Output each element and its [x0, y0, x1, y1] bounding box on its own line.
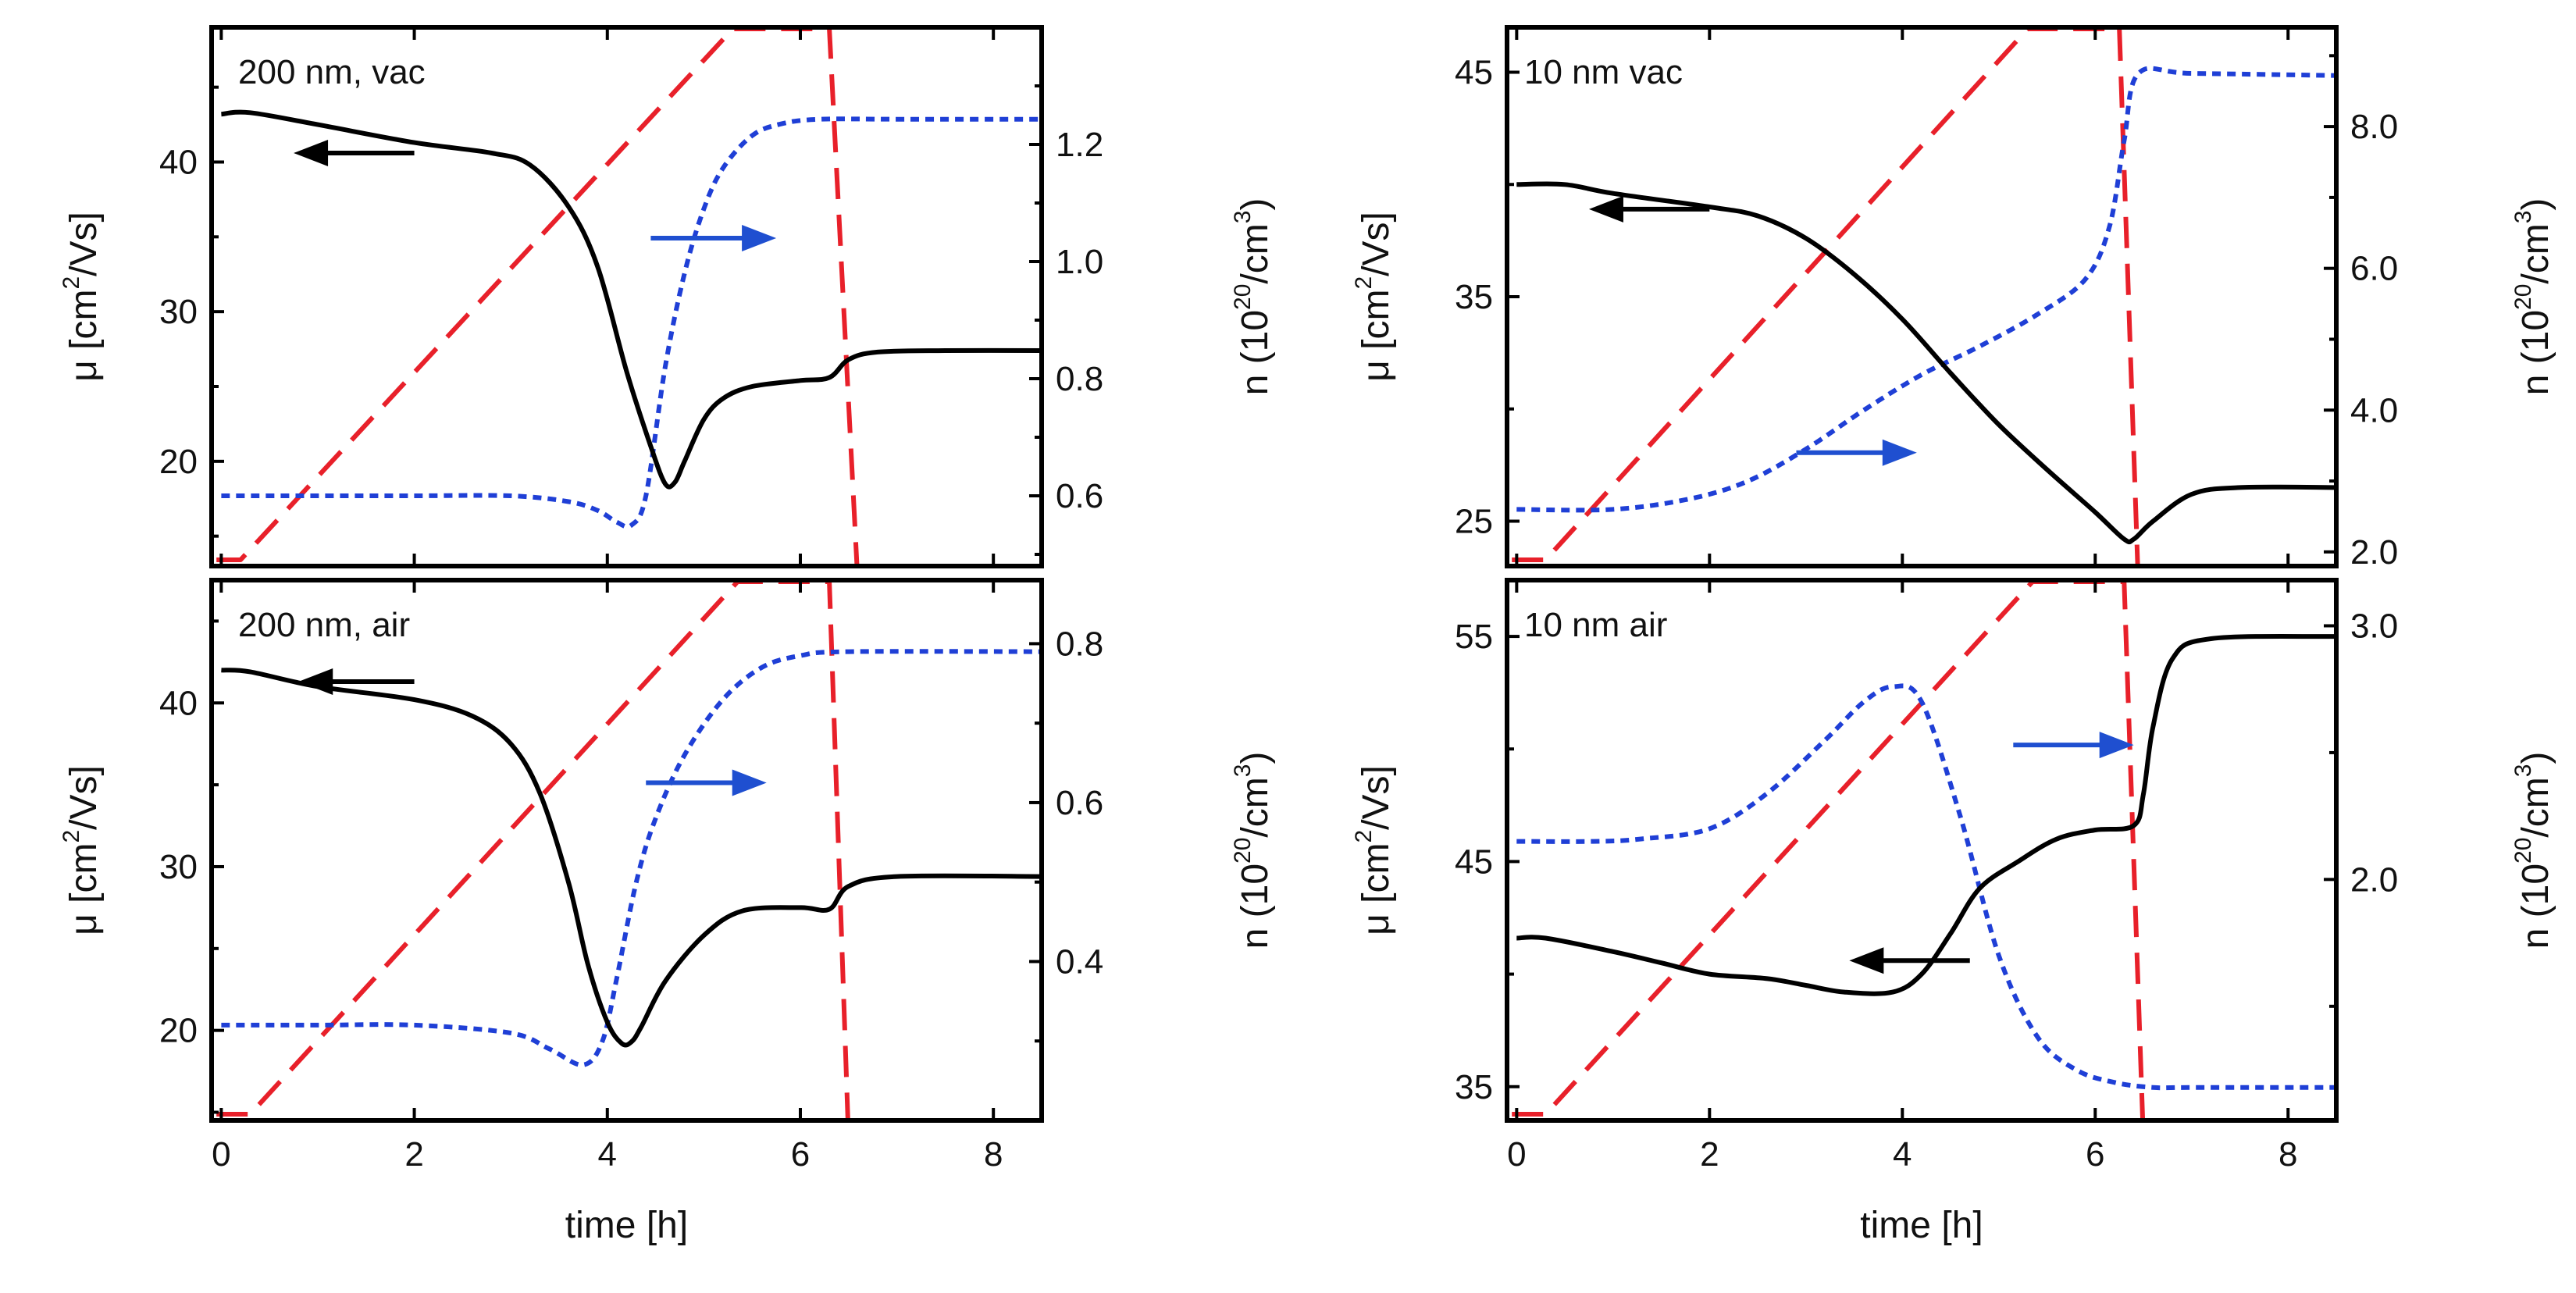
y-axis-label: μ [cm2/Vs] — [59, 765, 104, 935]
y2-tick-label: 0.6 — [1056, 784, 1103, 822]
panel-title: 200 nm, air — [238, 606, 410, 644]
temperature-profile-line — [216, 580, 850, 1120]
arrow-right-icon — [646, 769, 767, 796]
y2-tick-label: 4.0 — [2350, 391, 2398, 429]
temperature-profile-line — [1512, 27, 2140, 566]
panel-10nm-vac: 25 35 45 2.0 4.0 6.0 8.0 μ [cm2/Vs] n (1020/cm3)… — [1351, 25, 2556, 572]
mobility-line — [221, 668, 1042, 1048]
y-tick-label: 30 — [159, 293, 198, 331]
x-tick-label: 6 — [791, 1135, 810, 1174]
y-tick-label: 20 — [159, 443, 198, 481]
x-axis-label: time [h] — [565, 1205, 688, 1246]
x-tick-label: 6 — [2086, 1135, 2104, 1174]
y-axis-label: μ [cm2/Vs] — [1351, 212, 1396, 382]
panel-10nm-air: 0 2 4 6 8 time [h] 35 45 55 2.0 3.0 μ [cm2/Vs] n (10… — [1351, 578, 2556, 1246]
y2-tick-label: 0.8 — [1056, 360, 1103, 398]
temperature-profile-line — [216, 27, 860, 566]
plot-area — [216, 580, 1042, 1120]
x-tick-label: 0 — [212, 1135, 230, 1174]
arrow-left-icon — [1849, 947, 1970, 974]
x-axis-label: time [h] — [1860, 1205, 1983, 1246]
arrow-right-icon — [2013, 732, 2134, 759]
y2-axis-label: n (1020/cm3) — [2510, 198, 2556, 396]
panel-title: 10 nm vac — [1524, 53, 1683, 91]
plot-frame — [1505, 578, 2339, 1123]
y2-tick-label: 3.0 — [2350, 607, 2398, 645]
y2-tick-label: 2.0 — [2350, 533, 2398, 572]
mobility-line — [221, 109, 1042, 490]
plot-frame — [209, 578, 1044, 1123]
y2-axis-label: n (1020/cm3) — [1230, 198, 1275, 396]
y2-axis-label: n (1020/cm3) — [1230, 752, 1275, 949]
y-tick-label: 40 — [159, 684, 198, 722]
x-tick-label: 8 — [984, 1135, 1003, 1174]
y-tick-label: 20 — [159, 1012, 198, 1050]
carrier-density-line — [1516, 683, 2336, 1091]
y-tick-label: 55 — [1455, 618, 1493, 656]
temperature-profile-line — [1512, 580, 2146, 1120]
plot-frame — [1505, 25, 2339, 568]
y2-axis-label: n (1020/cm3) — [2510, 752, 2556, 949]
plot-area — [1512, 27, 2336, 566]
carrier-density-line — [221, 116, 1042, 529]
x-tick-label: 4 — [1893, 1135, 1912, 1174]
y2-tick-label: 0.4 — [1056, 942, 1103, 981]
y-tick-label: 35 — [1455, 278, 1493, 316]
arrow-right-icon — [650, 225, 777, 251]
arrow-left-icon — [294, 140, 415, 166]
y-tick-label: 35 — [1455, 1068, 1493, 1106]
x-tick-label: 4 — [598, 1135, 617, 1174]
y2-tick-label: 8.0 — [2350, 108, 2398, 146]
y2-tick-label: 1.0 — [1056, 243, 1103, 281]
arrow-right-icon — [1796, 439, 1917, 466]
panel-title: 10 nm air — [1524, 606, 1667, 644]
y2-tick-label: 2.0 — [2350, 860, 2398, 899]
y-tick-label: 45 — [1455, 54, 1493, 92]
x-tick-label: 8 — [2278, 1135, 2297, 1174]
y-tick-label: 45 — [1455, 842, 1493, 881]
plot-area — [1512, 580, 2336, 1120]
mobility-line — [1516, 181, 2336, 545]
y-tick-label: 25 — [1455, 503, 1493, 541]
y-axis-label: μ [cm2/Vs] — [59, 212, 104, 382]
mobility-line — [1516, 633, 2336, 996]
y2-tick-label: 1.2 — [1056, 126, 1103, 164]
plot-area — [216, 27, 1042, 566]
y2-tick-label: 0.8 — [1056, 625, 1103, 663]
arrow-left-icon — [298, 668, 415, 696]
y-tick-label: 30 — [159, 848, 198, 886]
plot-frame — [209, 25, 1044, 568]
y2-tick-label: 6.0 — [2350, 250, 2398, 288]
x-tick-label: 0 — [1507, 1135, 1526, 1174]
y2-tick-label: 0.6 — [1056, 477, 1103, 515]
panel-title: 200 nm, vac — [238, 53, 426, 91]
x-tick-label: 2 — [1700, 1135, 1719, 1174]
panel-200nm-vac: 20 30 40 0.6 0.8 1.0 1.2 μ [cm2/Vs] n (1020/cm3)… — [59, 25, 1276, 568]
arrow-left-icon — [1588, 195, 1710, 223]
carrier-density-line — [1516, 66, 2336, 513]
y-tick-label: 40 — [159, 144, 198, 182]
x-tick-label: 2 — [404, 1135, 423, 1174]
panel-200nm-air: 0 2 4 6 8 time [h] 20 30 40 0.4 0.6 0.8 μ [cm2/Vs] n … — [59, 578, 1276, 1246]
y-axis-label: μ [cm2/Vs] — [1351, 765, 1396, 935]
carrier-density-line — [221, 649, 1042, 1067]
